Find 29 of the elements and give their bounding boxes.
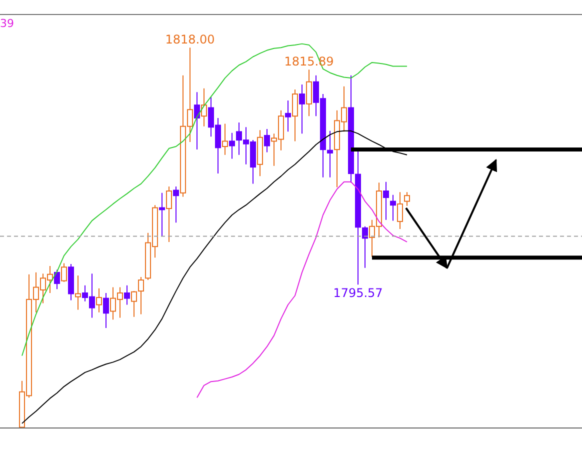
- candlestick: [131, 290, 137, 318]
- candlestick: [194, 92, 200, 150]
- candlestick: [383, 181, 389, 220]
- annotation: 1818.00: [165, 32, 215, 47]
- candlestick: [397, 192, 403, 230]
- text: 39: [0, 17, 14, 30]
- candlestick: [327, 130, 333, 178]
- candlestick: [285, 100, 291, 132]
- candlestick: [103, 292, 109, 328]
- candlestick: [159, 192, 165, 237]
- candlestick: [61, 262, 67, 282]
- candlestick: [299, 84, 305, 134]
- candlestick: [264, 128, 270, 153]
- candlestick: [96, 288, 102, 313]
- candlestick: [222, 123, 228, 156]
- candlestick: [292, 88, 298, 142]
- candlestick: [390, 194, 396, 222]
- candlestick: [75, 274, 81, 310]
- candlestick: [166, 186, 172, 242]
- candlestick: [173, 186, 179, 224]
- candlestick: [362, 226, 368, 268]
- candlestick: [404, 192, 410, 206]
- candlestick: [201, 88, 207, 127]
- candlestick: [54, 269, 60, 290]
- annotation: 1795.57: [333, 286, 383, 300]
- candlestick: [138, 276, 144, 315]
- candlestick: [229, 132, 235, 160]
- candlestick: [124, 284, 130, 306]
- candlestick: [306, 69, 312, 117]
